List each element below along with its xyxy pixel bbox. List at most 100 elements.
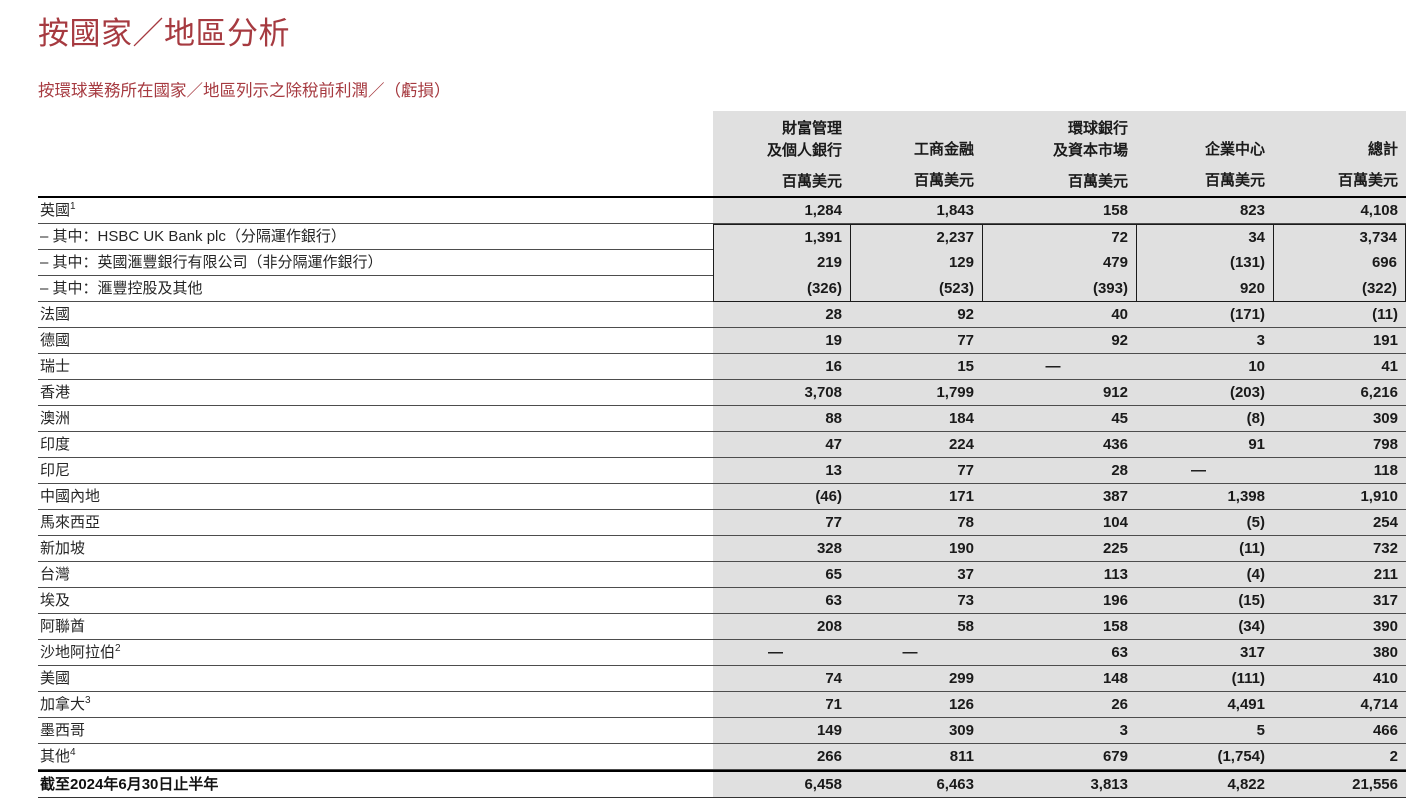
table-row: – 其中：HSBC UK Bank plc（分隔運作銀行） 1,391 2,237 7… (38, 224, 1406, 250)
cell-value: 4,491 (1136, 692, 1273, 718)
table-row: 瑞士 16 15—10 41 (38, 354, 1406, 380)
row-label: 香港 (38, 380, 713, 406)
cell-value: 912 (982, 380, 1136, 406)
cell-value: 823 (1136, 198, 1273, 224)
cell-value: 317 (1273, 588, 1406, 614)
table-row: 英國1 1,284 1,843 158 823 4,108 (38, 198, 1406, 224)
cell-value: 184 (850, 406, 982, 432)
row-label: 英國1 (38, 198, 713, 224)
cell-value: 3 (1136, 328, 1273, 354)
table-row: 馬來西亞 77 78 104 (5) 254 (38, 510, 1406, 536)
column-unit-label: 百萬美元 (1337, 172, 1398, 189)
cell-value: (4) (1136, 562, 1273, 588)
table-header-row: 財富管理 及個人銀行 百萬美元 工商金融 百萬美元 環球銀行 及資本市場 百萬美元 企業中心 百萬… (38, 111, 1406, 198)
cell-value: 436 (982, 432, 1136, 458)
cell-value: — (713, 640, 850, 666)
cell-value: 73 (850, 588, 982, 614)
footnote-marker: 4 (70, 747, 76, 758)
cell-value: 158 (982, 614, 1136, 640)
footnote-marker: 3 (85, 695, 91, 706)
row-label: 台灣 (38, 562, 713, 588)
cell-value: (11) (1273, 302, 1406, 328)
column-header-line: 財富管理 (781, 120, 842, 137)
column-header-line: 環球銀行 (1067, 120, 1128, 137)
cell-value: 211 (1273, 562, 1406, 588)
cell-value: 5 (1136, 718, 1273, 744)
column-header-label: 總計 (1368, 118, 1398, 161)
cell-value: 92 (850, 302, 982, 328)
cell-value: 190 (850, 536, 982, 562)
cell-value: (131) (1136, 250, 1273, 276)
cell-value: 208 (713, 614, 850, 640)
cell-value: 2,237 (850, 224, 982, 250)
column-unit-label: 百萬美元 (913, 172, 974, 189)
cell-value: 1,799 (850, 380, 982, 406)
table-row: 德國 19 77 92 3 191 (38, 328, 1406, 354)
cell-value: (46) (713, 484, 850, 510)
table-row: 埃及 63 73 196 (15) 317 (38, 588, 1406, 614)
cell-value: 15 (850, 354, 982, 380)
table-row: 香港 3,708 1,799 912 (203) 6,216 (38, 380, 1406, 406)
cell-value: 6,463 (850, 770, 982, 798)
cell-value: 65 (713, 562, 850, 588)
cell-value: 92 (982, 328, 1136, 354)
cell-value: 41 (1273, 354, 1406, 380)
cell-value: (523) (850, 276, 982, 302)
cell-value: 2 (1273, 744, 1406, 770)
column-unit-label: 百萬美元 (1067, 173, 1128, 190)
table-caption: 按環球業務所在國家／地區列示之除稅前利潤／（虧損） (38, 82, 451, 100)
cell-value: 328 (713, 536, 850, 562)
column-header-4: 總計百萬美元 (1273, 111, 1406, 196)
cell-value: — (982, 354, 1136, 380)
cell-value: 37 (850, 562, 982, 588)
table-row: 加拿大3 71 126 26 4,491 4,714 (38, 692, 1406, 718)
table-row: 法國 28 92 40 (171) (11) (38, 302, 1406, 328)
cell-value: 77 (850, 458, 982, 484)
row-label: 馬來西亞 (38, 510, 713, 536)
cell-value: (8) (1136, 406, 1273, 432)
row-label: 美國 (38, 666, 713, 692)
cell-value: 390 (1273, 614, 1406, 640)
cell-value: 171 (850, 484, 982, 510)
cell-value: 299 (850, 666, 982, 692)
cell-value: (393) (982, 276, 1136, 302)
cell-value: 118 (1273, 458, 1406, 484)
column-header-label: 財富管理 及個人銀行 (767, 118, 842, 162)
cell-value: 309 (1273, 406, 1406, 432)
column-header-3: 企業中心 百萬美元 (1136, 111, 1273, 196)
row-label: 新加坡 (38, 536, 713, 562)
row-label: 其他4 (38, 744, 713, 770)
cell-value: 696 (1273, 250, 1406, 276)
column-unit-label: 百萬美元 (781, 173, 842, 190)
table-row: 沙地阿拉伯2— —63 317 380 (38, 640, 1406, 666)
cell-value: 387 (982, 484, 1136, 510)
cell-value: 254 (1273, 510, 1406, 536)
table-row: 新加坡 328 190 225 (11) 732 (38, 536, 1406, 562)
column-header-line: 企業中心 (1204, 141, 1265, 158)
table-row: 台灣 65 37 113 (4) 211 (38, 562, 1406, 588)
cell-value: 4,714 (1273, 692, 1406, 718)
cell-value: 88 (713, 406, 850, 432)
footnote-marker: 1 (70, 201, 76, 212)
cell-value: 28 (982, 458, 1136, 484)
row-label: 加拿大3 (38, 692, 713, 718)
row-label: 中國內地 (38, 484, 713, 510)
table-row: – 其中：英國滙豐銀行有限公司（非分隔運作銀行） 219 129 479 (131) 69… (38, 250, 1406, 276)
column-header-line: 及資本市場 (1052, 142, 1128, 159)
cell-value: 63 (713, 588, 850, 614)
cell-value: 1,284 (713, 198, 850, 224)
table-row: 墨西哥 149 309 3 5 466 (38, 718, 1406, 744)
row-label: 德國 (38, 328, 713, 354)
table-body: 英國1 1,284 1,843 158 823 4,108– 其中：HSBC UK Ban… (38, 198, 1406, 798)
column-header-0: 財富管理 及個人銀行百萬美元 (713, 111, 850, 196)
cell-value: 63 (982, 640, 1136, 666)
cell-value: 732 (1273, 536, 1406, 562)
column-header-line: 總計 (1367, 141, 1398, 158)
cell-value: 380 (1273, 640, 1406, 666)
cell-value: (322) (1273, 276, 1406, 302)
row-label: – 其中：HSBC UK Bank plc（分隔運作銀行） (38, 224, 713, 250)
cell-value: 104 (982, 510, 1136, 536)
cell-value: (5) (1136, 510, 1273, 536)
cell-value: 196 (982, 588, 1136, 614)
cell-value: 77 (850, 328, 982, 354)
